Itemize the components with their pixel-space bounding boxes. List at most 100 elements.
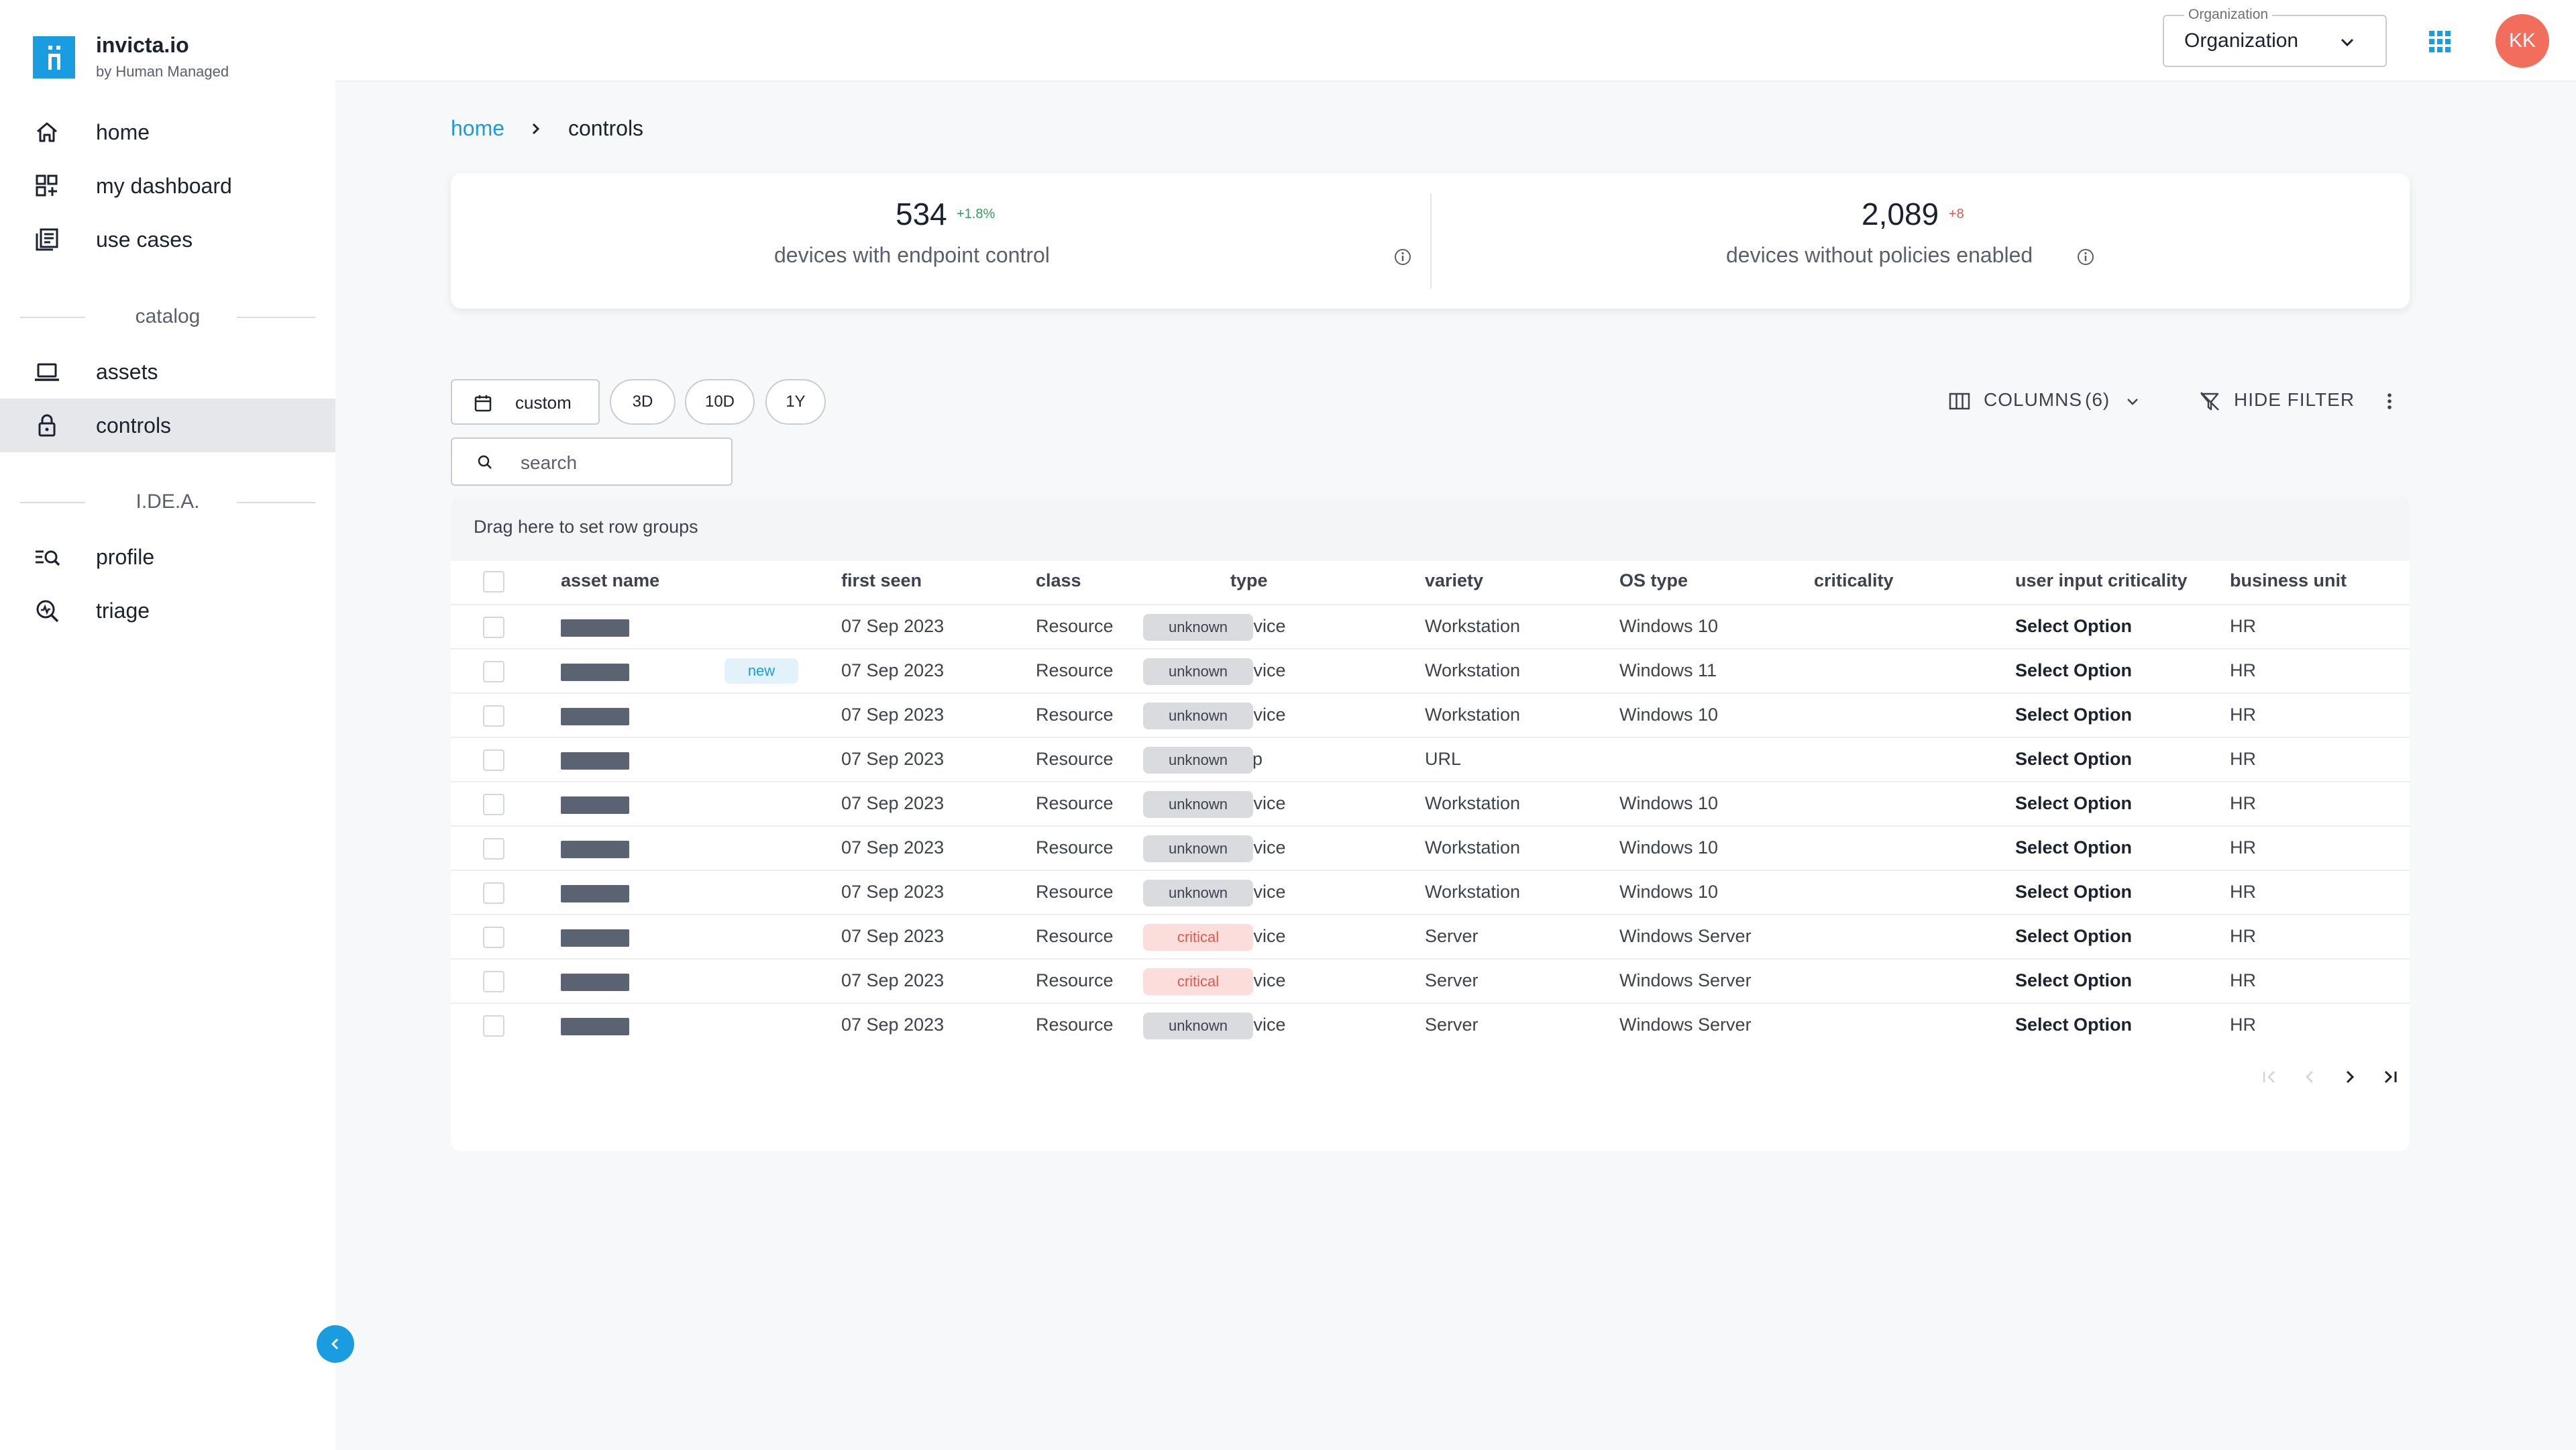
row-group-dropzone[interactable]: Drag here to set row groups [451,497,2410,561]
column-header-business-unit[interactable]: business unit [2230,570,2347,590]
table-row[interactable]: 07 Sep 2023 Resource Device Server Windows S… [451,1002,2410,1047]
more-options-icon[interactable] [2383,391,2396,412]
custom-range-button[interactable]: custom [451,379,600,425]
collapse-sidebar-button[interactable] [317,1325,354,1363]
sidebar-item-home[interactable]: home [0,105,335,159]
chevron-right-icon [532,123,540,135]
app-logo[interactable] [33,36,75,79]
cell-business-unit: HR [2230,837,2256,858]
stat-delta: +8 [1949,207,1964,221]
cell-user-input-criticality[interactable]: Select Option [2015,749,2133,769]
table-row[interactable]: 07 Sep 2023 Resource Device Workstation Wind… [451,825,2410,870]
table-row[interactable]: 07 Sep 2023ResourceAppURLSelect OptionHR… [451,737,2410,781]
table-row[interactable]: new 07 Sep 2023 Resource Device Workstation W… [451,648,2410,692]
table-row[interactable]: 07 Sep 2023 Resource Device Server Windows S… [451,914,2410,958]
cell-business-unit: HR [2230,882,2256,902]
table-row[interactable]: 07 Sep 2023 Resource Device Workstation Wind… [451,781,2410,825]
column-header-type[interactable]: type [1230,570,1268,590]
avatar[interactable]: KK [2496,14,2549,68]
column-header-class[interactable]: class [1036,570,1081,590]
breadcrumb-home[interactable]: home [451,116,505,140]
columns-button[interactable]: COLUMNS [1984,389,2083,410]
cell-business-unit: HR [2230,660,2256,680]
cell-class: Resource [1036,616,1114,636]
sidebar-item-my-dashboard[interactable]: my dashboard [0,159,335,213]
column-header-criticality[interactable]: criticality [1814,570,1894,590]
cell-class: Resource [1036,793,1114,813]
range-chip-3d[interactable]: 3D [610,379,676,425]
table-row[interactable]: 07 Sep 2023 Resource Device Workstation Wind… [451,870,2410,914]
cell-user-input-criticality[interactable]: Select Option [2015,970,2133,990]
row-checkbox[interactable] [483,971,504,992]
sidebar-item-triage[interactable]: triage [0,584,335,637]
next-page-icon[interactable] [2340,1067,2360,1087]
logo-icon [48,45,60,70]
info-icon[interactable] [1394,248,1411,266]
row-checkbox[interactable] [483,749,504,771]
cell-class: Resource [1036,705,1114,725]
cell-user-input-criticality[interactable]: Select Option [2015,660,2133,680]
cell-class: Resource [1036,970,1114,990]
apps-grid-icon[interactable] [2428,30,2451,53]
section-label: catalog [135,305,201,327]
cell-user-input-criticality[interactable]: Select Option [2015,926,2133,946]
first-page-icon[interactable] [2259,1067,2279,1087]
columns-icon[interactable] [1949,392,1970,411]
range-chip-10d[interactable]: 10D [685,379,755,425]
table-row[interactable]: 07 Sep 2023 Resource Device Server Windows S… [451,958,2410,1002]
row-checkbox[interactable] [483,882,504,904]
triage-icon [36,600,59,623]
app-name: invicta.io [96,33,189,57]
row-checkbox[interactable] [483,927,504,948]
column-header-first-seen[interactable]: first seen [841,570,922,590]
cell-variety: URL [1425,749,1462,769]
row-checkbox[interactable] [483,661,504,682]
organization-value: Organization [2184,30,2299,52]
cell-class: Resource [1036,749,1114,769]
column-header-os-type[interactable]: OS type [1619,570,1688,590]
cell-os-type: Windows 10 [1619,616,1719,636]
info-icon[interactable] [2077,248,2094,266]
cell-business-unit: HR [2230,926,2256,946]
cell-class: Resource [1036,926,1114,946]
sidebar-item-label: triage [96,599,150,623]
row-checkbox[interactable] [483,617,504,638]
criticality-badge: unknown [1143,703,1253,729]
organization-select[interactable]: Organization Organization [2163,7,2387,67]
search-input[interactable]: search [451,437,733,486]
column-header-user-input-criticality[interactable]: user input criticality [2015,570,2188,590]
asset-name-redacted [561,752,629,770]
last-page-icon[interactable] [2380,1067,2400,1087]
sidebar-item-controls[interactable]: controls [0,399,335,452]
cell-user-input-criticality[interactable]: Select Option [2015,837,2133,858]
asset-name-redacted [561,796,629,814]
sidebar-item-assets[interactable]: assets [0,345,335,399]
section-idea: I.DE.A. [20,488,315,515]
sidebar-item-profile[interactable]: profile [0,530,335,584]
row-checkbox[interactable] [483,794,504,815]
cell-user-input-criticality[interactable]: Select Option [2015,616,2133,636]
cell-variety: Server [1425,970,1479,990]
table-row[interactable]: 07 Sep 2023 Resource Device Workstation Wind… [451,604,2410,648]
cell-user-input-criticality[interactable]: Select Option [2015,705,2133,725]
profile-icon [36,550,60,566]
sidebar-item-use-cases[interactable]: use cases [0,213,335,266]
table-row[interactable]: 07 Sep 2023 Resource Device Workstation Wind… [451,692,2410,737]
row-checkbox[interactable] [483,838,504,860]
column-header-variety[interactable]: variety [1425,570,1484,590]
cell-variety: Server [1425,1015,1479,1035]
hide-filter-button[interactable]: HIDE FILTER [2234,389,2355,410]
cell-variety: Workstation [1425,660,1521,680]
row-checkbox[interactable] [483,1015,504,1037]
chevron-down-icon[interactable] [2124,393,2141,410]
row-checkbox[interactable] [483,705,504,727]
cell-user-input-criticality[interactable]: Select Option [2015,1015,2133,1035]
cell-user-input-criticality[interactable]: Select Option [2015,793,2133,813]
column-header-asset-name[interactable]: asset name [561,570,660,590]
previous-page-icon[interactable] [2300,1067,2320,1087]
cell-user-input-criticality[interactable]: Select Option [2015,882,2133,902]
range-chip-1y[interactable]: 1Y [765,379,826,425]
cell-business-unit: HR [2230,749,2256,769]
select-all-checkbox[interactable] [483,571,504,592]
lock-icon [38,414,56,437]
